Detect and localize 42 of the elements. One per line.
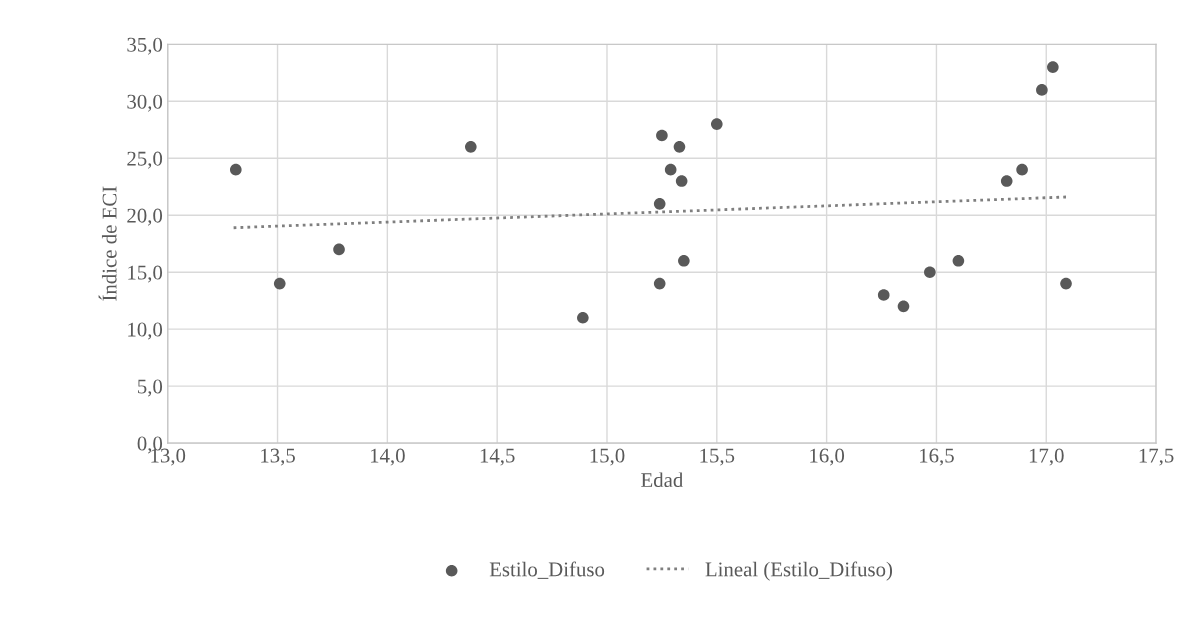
y-tick-label: 30,0 bbox=[127, 94, 163, 112]
x-tick-label: 16,5 bbox=[920, 448, 954, 466]
x-tick-label: 13,5 bbox=[261, 448, 295, 466]
point bbox=[656, 129, 668, 142]
point bbox=[273, 277, 286, 290]
point bbox=[710, 118, 723, 130]
point bbox=[1000, 175, 1013, 187]
x-tick-label: 17,0 bbox=[1029, 448, 1064, 466]
x-axis-title: Edad bbox=[641, 472, 684, 488]
y-tick-label: 35,0 bbox=[127, 37, 163, 55]
point bbox=[230, 163, 242, 176]
x-tick-label: 14,0 bbox=[370, 448, 405, 466]
x-tick-label: 16,0 bbox=[810, 448, 845, 466]
x-tick-label: 15,5 bbox=[700, 448, 735, 466]
x-tick-label: 14,5 bbox=[480, 448, 515, 466]
point bbox=[952, 254, 965, 267]
y-tick-label: 20,0 bbox=[127, 208, 163, 226]
point bbox=[1047, 61, 1059, 73]
point bbox=[653, 198, 666, 210]
point bbox=[675, 175, 688, 187]
point bbox=[1036, 84, 1048, 96]
legend-label: Lineal (Estilo_Difuso) bbox=[705, 561, 893, 581]
point bbox=[664, 163, 677, 176]
y-tick-label: 25,0 bbox=[127, 151, 163, 169]
point bbox=[465, 141, 477, 153]
point bbox=[877, 289, 890, 301]
y-axis-title: Índice de ECI bbox=[98, 186, 117, 301]
point bbox=[577, 311, 589, 324]
point bbox=[924, 266, 936, 278]
point bbox=[897, 300, 910, 313]
x-tick-label: 15,0 bbox=[590, 448, 625, 466]
point bbox=[678, 254, 690, 267]
point bbox=[1016, 163, 1028, 176]
point bbox=[673, 141, 686, 153]
point bbox=[653, 277, 666, 290]
point bbox=[333, 243, 345, 256]
y-tick-label: 10,0 bbox=[128, 322, 163, 340]
y-tick-label: 15,0 bbox=[128, 265, 163, 283]
legend-label: Estilo_Difuso bbox=[489, 561, 605, 579]
x-tick-label: 17,5 bbox=[1139, 448, 1174, 466]
y-tick-label: 5,0 bbox=[138, 379, 163, 397]
point bbox=[1060, 277, 1072, 290]
